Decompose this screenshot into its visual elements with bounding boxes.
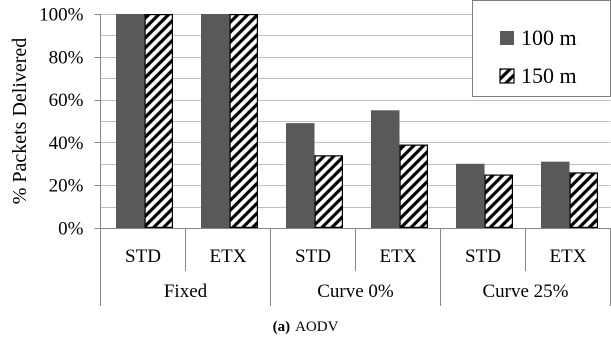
bar-100-m-fixed-std bbox=[116, 14, 145, 228]
group-label-curve-25pct: Curve 25% bbox=[482, 281, 568, 302]
category-label-curve-25pct-std: STD bbox=[465, 246, 501, 267]
legend-entries: 100 m 150 m bbox=[499, 25, 577, 88]
y-tick-label: 60% bbox=[49, 90, 84, 111]
axes bbox=[100, 14, 611, 306]
category-label-fixed-std: STD bbox=[125, 246, 161, 267]
legend-swatch-150-m bbox=[499, 68, 515, 84]
legend: 100 m 150 m bbox=[472, 0, 611, 97]
y-axis-title: % Packets Delivered bbox=[9, 38, 31, 205]
y-tick-label: 80% bbox=[49, 47, 84, 68]
bar-150-m-fixed-std bbox=[144, 14, 174, 229]
bar-150-m-curve-0pct-etx bbox=[399, 144, 429, 229]
category-label-curve-0pct-etx: ETX bbox=[380, 246, 417, 267]
y-tick-label: 100% bbox=[39, 5, 84, 26]
category-label-curve-25pct-etx: ETX bbox=[550, 246, 587, 267]
bar-150-m-curve-25pct-std bbox=[484, 174, 514, 229]
bar-100-m-fixed-etx bbox=[201, 14, 230, 228]
legend-label-100-m: 100 m bbox=[521, 25, 577, 50]
y-tick-label: 20% bbox=[49, 176, 84, 197]
bar-150-m-fixed-etx bbox=[229, 14, 259, 229]
bar-100-m-curve-25pct-std bbox=[456, 163, 485, 228]
y-tick-label: 40% bbox=[49, 133, 84, 154]
caption-text: AODV bbox=[295, 319, 338, 335]
y-tick-label: 0% bbox=[58, 219, 84, 240]
y-axis-ticks: 0% 20% 40% 60% 80% 100% bbox=[39, 5, 101, 240]
bar-100-m-curve-25pct-etx bbox=[541, 161, 570, 228]
group-label-fixed: Fixed bbox=[164, 281, 208, 302]
bars bbox=[116, 14, 598, 229]
category-label-fixed-etx: ETX bbox=[210, 246, 247, 267]
bar-100-m-curve-0pct-std bbox=[286, 123, 315, 228]
legend-label-150-m: 150 m bbox=[521, 63, 577, 88]
legend-swatch-100-m bbox=[500, 31, 514, 45]
category-label-curve-0pct-std: STD bbox=[295, 246, 331, 267]
figure-caption: (a) AODV bbox=[273, 319, 339, 335]
group-label-curve-0pct: Curve 0% bbox=[317, 281, 394, 302]
bar-150-m-curve-25pct-etx bbox=[569, 172, 598, 229]
bar-150-m-curve-0pct-std bbox=[314, 155, 344, 228]
bar-100-m-curve-0pct-etx bbox=[371, 110, 400, 228]
caption-label: (a) bbox=[273, 319, 291, 335]
